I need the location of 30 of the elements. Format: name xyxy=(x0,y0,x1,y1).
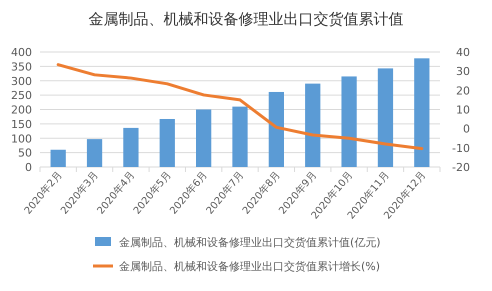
y-tick-label: 250 xyxy=(11,89,32,102)
bar xyxy=(160,118,175,167)
bar xyxy=(50,150,66,167)
y-tick-label: 400 xyxy=(11,46,32,59)
y-tick-label: 200 xyxy=(11,104,32,116)
legend-label: 金属制品、机械和设备修理业出口交货值累计值(亿元) xyxy=(119,236,381,249)
y-tick-label: 0 xyxy=(25,161,32,174)
y2-tick-label: -20 xyxy=(452,161,470,174)
y-tick-label: 50 xyxy=(18,146,32,160)
y-tick-label: 300 xyxy=(11,74,32,88)
bar xyxy=(268,92,284,167)
legend-label: 金属制品、机械和设备修理业出口交货值累计增长(%) xyxy=(119,260,380,273)
bar xyxy=(305,84,320,167)
y2-tick-label: 20 xyxy=(456,84,470,98)
y2-tick-label: 40 xyxy=(456,46,470,59)
y-tick-label: 100 xyxy=(11,132,32,146)
bar xyxy=(414,58,430,167)
bar xyxy=(341,76,357,167)
bar xyxy=(123,128,139,167)
chart-title: 金属制品、机械和设备修理业出口交货值累计值 xyxy=(88,10,404,28)
y2-tick-label: -10 xyxy=(452,142,470,155)
bar xyxy=(196,110,212,167)
y-tick-label: 150 xyxy=(11,118,32,131)
bar xyxy=(232,106,248,167)
y2-tick-label: 30 xyxy=(456,65,470,78)
y2-tick-label: 10 xyxy=(456,104,470,116)
y2-tick-label: 0 xyxy=(463,122,470,136)
bar xyxy=(378,68,394,167)
bar xyxy=(86,139,102,167)
y-tick-label: 350 xyxy=(11,60,32,74)
